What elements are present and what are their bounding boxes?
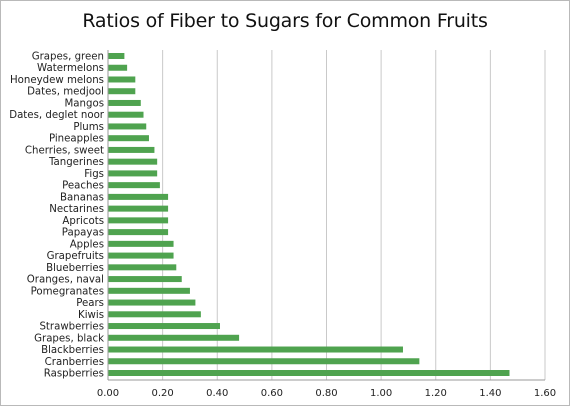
- bar: [108, 99, 141, 106]
- category-label: Raspberries: [44, 369, 104, 380]
- x-tick-label: 0.20: [151, 388, 173, 399]
- category-label: Blackberries: [41, 345, 104, 356]
- x-tick-label: 1.40: [479, 388, 501, 399]
- category-label: Dates, deglet noor: [9, 110, 105, 121]
- category-label: Papayas: [62, 228, 104, 239]
- bar: [108, 287, 190, 294]
- bar: [108, 193, 169, 200]
- x-tick-label: 0.60: [261, 388, 283, 399]
- category-label: Kiwis: [78, 310, 104, 321]
- category-label: Oranges, naval: [27, 275, 104, 286]
- bar: [108, 229, 169, 236]
- x-tick-label: 1.60: [534, 388, 556, 399]
- chart-title: Ratios of Fiber to Sugars for Common Fru…: [82, 10, 488, 32]
- category-label: Mangos: [65, 98, 105, 109]
- category-label: Bananas: [60, 192, 104, 203]
- category-label: Grapes, green: [32, 52, 104, 63]
- bar: [108, 346, 403, 353]
- category-label: Blueberries: [46, 263, 104, 274]
- category-label: Peaches: [62, 181, 104, 192]
- bar: [108, 88, 136, 95]
- x-tick-label: 0.00: [97, 388, 119, 399]
- bar: [108, 64, 128, 71]
- category-label: Apricots: [62, 216, 104, 227]
- category-label: Tangerines: [48, 157, 104, 168]
- x-tick-label: 0.40: [206, 388, 228, 399]
- bar: [108, 264, 177, 271]
- bar: [108, 276, 182, 283]
- bar: [108, 182, 160, 189]
- bar: [108, 170, 158, 177]
- category-label: Plums: [73, 122, 104, 133]
- category-label: Pineapples: [49, 134, 104, 145]
- x-tick-label: 1.00: [370, 388, 392, 399]
- bar: [108, 123, 147, 130]
- category-label: Figs: [84, 169, 104, 180]
- bar: [108, 135, 149, 142]
- bar: [108, 323, 220, 330]
- bar: [108, 370, 510, 376]
- bar: [108, 205, 169, 212]
- category-label: Grapes, black: [34, 333, 104, 344]
- category-label: Watermelons: [37, 63, 104, 74]
- x-tick-label: 1.20: [425, 388, 447, 399]
- category-label: Nectarines: [49, 204, 104, 215]
- bar: [108, 334, 240, 341]
- bar: [108, 146, 155, 153]
- category-label: Grapefruits: [47, 251, 104, 262]
- bar: [108, 217, 169, 224]
- category-label: Cherries, sweet: [25, 145, 104, 156]
- bar: [108, 311, 201, 318]
- bar: [108, 299, 196, 306]
- bar: [108, 240, 174, 247]
- category-label: Apples: [70, 239, 104, 250]
- category-label: Strawberries: [39, 322, 104, 333]
- category-label: Cranberries: [45, 357, 104, 368]
- bar: [108, 358, 420, 365]
- category-label: Pomegranates: [31, 286, 104, 297]
- category-label: Dates, medjool: [27, 87, 104, 98]
- x-tick-label: 0.80: [315, 388, 337, 399]
- bar: [108, 76, 136, 83]
- category-label: Honeydew melons: [10, 75, 104, 86]
- bar: [108, 158, 158, 165]
- bar: [108, 111, 144, 118]
- category-label: Pears: [76, 298, 104, 309]
- bar: [108, 252, 174, 259]
- bar: [108, 53, 125, 59]
